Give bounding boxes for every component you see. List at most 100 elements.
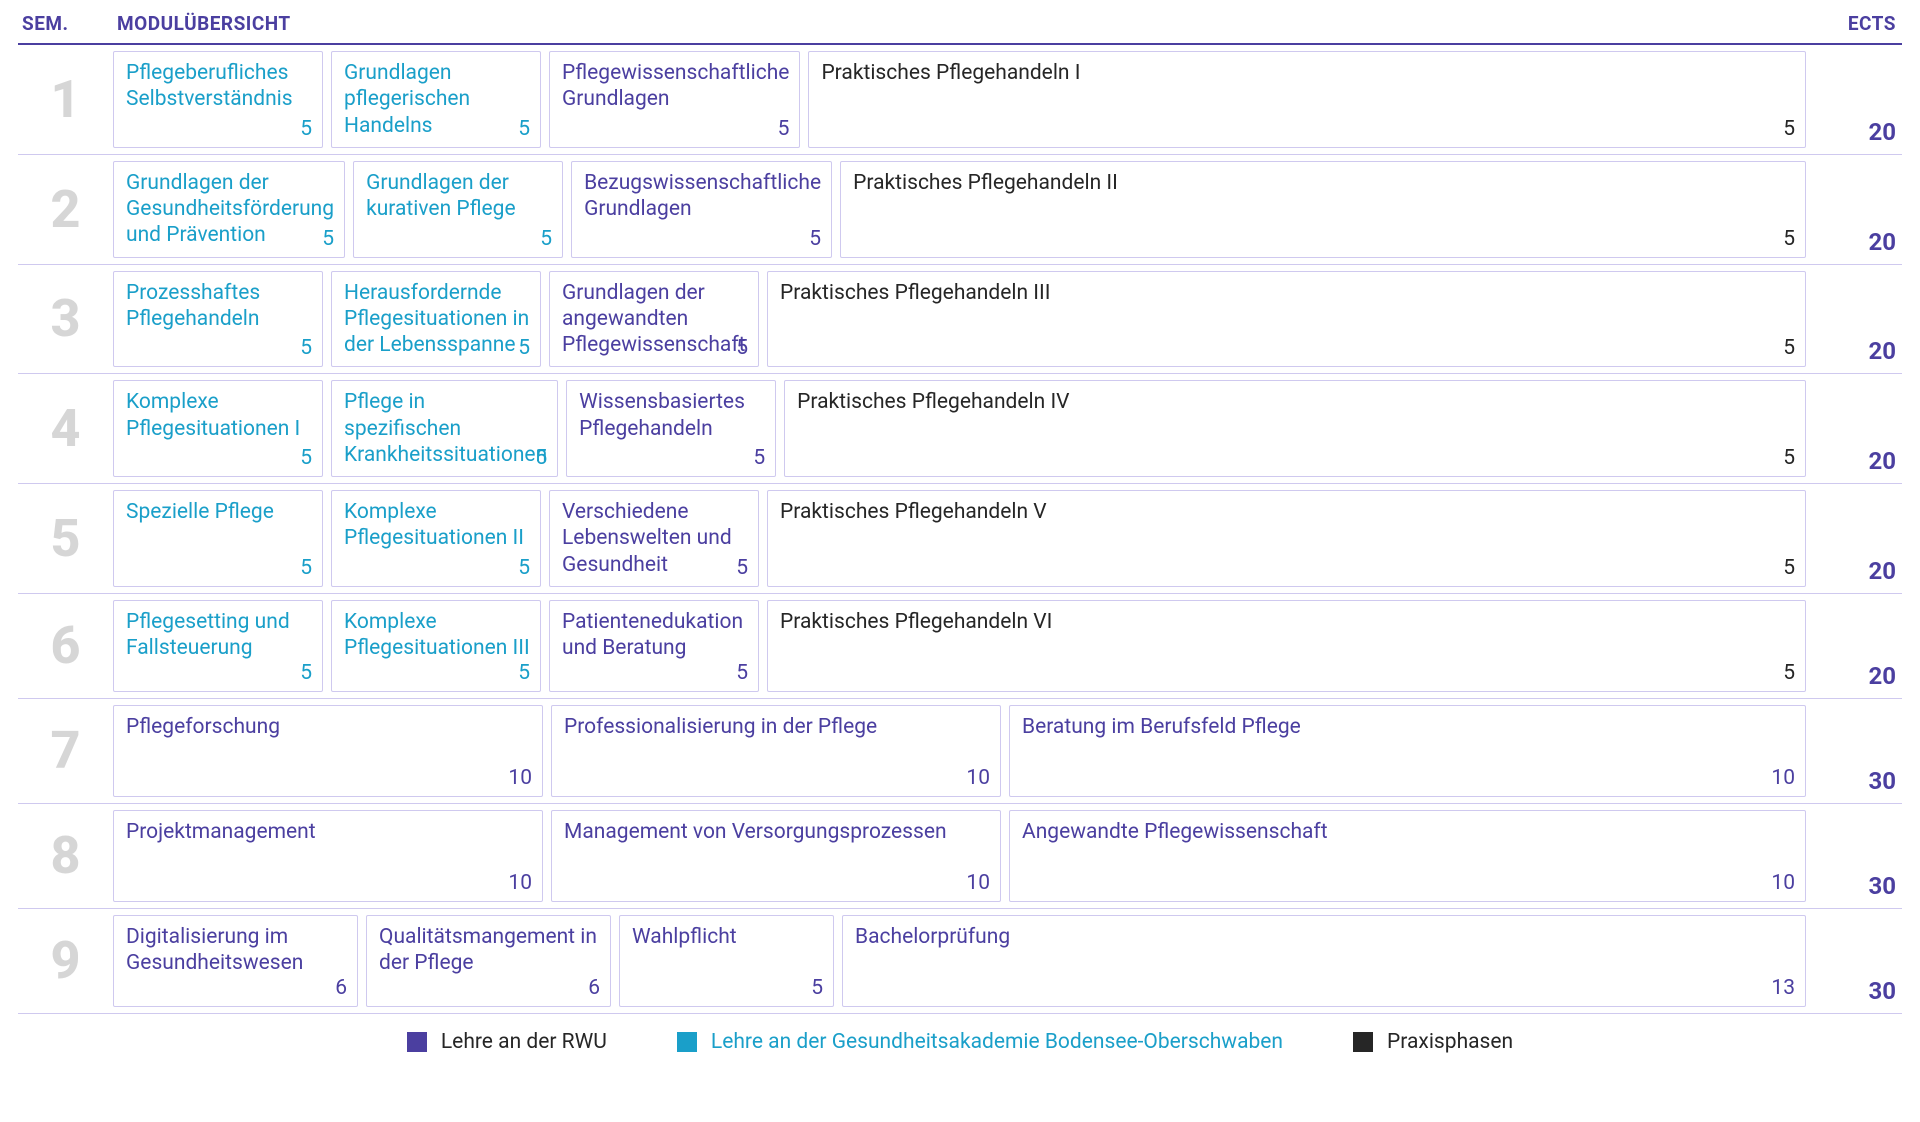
- module-title: Praktisches Pflegehandeln III: [780, 280, 1795, 306]
- legend-swatch: [407, 1032, 427, 1052]
- module-list: Pflegesetting und Fallsteuerung5Komplexe…: [113, 594, 1806, 698]
- module-card: Pflege in spezifischen Krankheitssituati…: [331, 380, 558, 477]
- module-title: Projektmanagement: [126, 819, 532, 845]
- module-title: Bachelorprüfung: [855, 924, 1795, 950]
- legend-swatch: [1353, 1032, 1373, 1052]
- module-title: Praktisches Pflegehandeln II: [853, 170, 1795, 196]
- module-title: Grundlagen der angewandten Pflege­wissen…: [562, 280, 748, 359]
- semester-row: 9Digitalisierung im Gesund­heitswesen 6Qu…: [18, 909, 1902, 1014]
- module-card: Grundlagen der Gesundheitsförderung und …: [113, 161, 345, 258]
- module-credits: 10: [1771, 871, 1795, 895]
- semester-rows: 1Pflegeberufliches Selbstverständnis5Gru…: [18, 45, 1902, 1014]
- semester-ects: 20: [1806, 484, 1902, 593]
- module-credits: 5: [300, 446, 312, 470]
- module-title: Pflege in spezifischen Krankheitssituati…: [344, 389, 547, 468]
- semester-row: 4Komplexe Pflegesituationen I5Pflege in …: [18, 374, 1902, 484]
- module-credits: 5: [811, 976, 823, 1000]
- semester-number: 4: [18, 374, 113, 483]
- module-credits: 5: [736, 661, 748, 685]
- module-card: Patientenedukation und Beratung5: [549, 600, 759, 692]
- module-title: Wissensbasiertes Pflegehandeln: [579, 389, 765, 442]
- module-title: Praktisches Pflegehandeln I: [821, 60, 1795, 86]
- module-title: Management von Versorgungsprozessen: [564, 819, 990, 845]
- module-title: Qualitätsmangement in der Pflege: [379, 924, 600, 977]
- semester-row: 2Grundlagen der Gesundheitsförderung und…: [18, 155, 1902, 265]
- module-card: Komplexe Pflegesituationen II5: [331, 490, 541, 587]
- module-title: Praktisches Pflegehandeln VI: [780, 609, 1795, 635]
- header-title: MODULÜBERSICHT: [117, 12, 1806, 35]
- header-ects: ECTS: [1806, 12, 1902, 35]
- semester-number: 8: [18, 804, 113, 908]
- module-card: Management von Versorgungsprozessen 10: [551, 810, 1001, 902]
- module-card: Pflegeberufliches Selbstverständnis 5: [113, 51, 323, 148]
- module-title: Komplexe Pflegesituationen I: [126, 389, 312, 442]
- semester-ects: 30: [1806, 909, 1902, 1013]
- module-list: Grundlagen der Gesundheitsförderung und …: [113, 155, 1806, 264]
- semester-row: 8Projektmanagement10Management von Verso…: [18, 804, 1902, 909]
- module-title: Patientenedukation und Beratung: [562, 609, 748, 662]
- module-credits: 5: [1783, 227, 1795, 251]
- semester-row: 6Pflegesetting und Fallsteuerung5Komplex…: [18, 594, 1902, 699]
- semester-number: 9: [18, 909, 113, 1013]
- module-credits: 5: [736, 336, 748, 360]
- module-title: Pflegewissenschaftliche Grundlagen: [562, 60, 789, 113]
- module-list: Pflegeforschung10Professionalisierung in…: [113, 699, 1806, 803]
- module-credits: 5: [1783, 446, 1795, 470]
- module-card: Grundlagen der kurativen Pflege5: [353, 161, 563, 258]
- module-credits: 10: [966, 871, 990, 895]
- module-title: Verschiedene Lebenswelten und Gesundheit: [562, 499, 748, 578]
- module-card: Praktisches Pflegehandeln I 5: [808, 51, 1806, 148]
- module-credits: 5: [1783, 117, 1795, 141]
- semester-ects: 20: [1806, 45, 1902, 154]
- module-card: Qualitätsmangement in der Pflege6: [366, 915, 611, 1007]
- module-card: Pflegesetting und Fallsteuerung5: [113, 600, 323, 692]
- module-credits: 10: [508, 766, 532, 790]
- legend: Lehre an der RWULehre an der Gesundheits…: [18, 1014, 1902, 1054]
- module-credits: 5: [518, 117, 530, 141]
- semester-ects: 20: [1806, 155, 1902, 264]
- module-title: Digitalisierung im Gesund­heitswesen: [126, 924, 347, 977]
- module-credits: 5: [1783, 336, 1795, 360]
- module-list: Projektmanagement10Management von Versor…: [113, 804, 1806, 908]
- module-credits: 5: [1783, 556, 1795, 580]
- legend-label: Praxisphasen: [1387, 1030, 1513, 1054]
- module-card: Komplexe Pflegesituationen I 5: [113, 380, 323, 477]
- module-credits: 5: [300, 336, 312, 360]
- module-title: Pflegeberufliches Selbstverständnis: [126, 60, 312, 113]
- semester-number: 2: [18, 155, 113, 264]
- module-card: Bachelorprüfung 13: [842, 915, 1806, 1007]
- module-credits: 10: [1771, 766, 1795, 790]
- module-credits: 5: [778, 117, 790, 141]
- module-title: Komplexe Pflegesituationen II: [344, 499, 530, 552]
- semester-number: 6: [18, 594, 113, 698]
- module-credits: 5: [518, 336, 530, 360]
- module-credits: 5: [518, 661, 530, 685]
- module-card: Praktisches Pflegehandeln IV5: [784, 380, 1806, 477]
- semester-row: 5Spezielle Pflege5Komplexe Pflegesituati…: [18, 484, 1902, 594]
- module-credits: 5: [300, 661, 312, 685]
- semester-number: 1: [18, 45, 113, 154]
- semester-ects: 30: [1806, 804, 1902, 908]
- module-card: Projektmanagement10: [113, 810, 543, 902]
- semester-ects: 30: [1806, 699, 1902, 803]
- module-credits: 5: [322, 227, 334, 251]
- module-credits: 6: [588, 976, 600, 1000]
- module-card: Wissensbasiertes Pflegehandeln 5: [566, 380, 776, 477]
- semester-ects: 20: [1806, 374, 1902, 483]
- module-credits: 5: [809, 227, 821, 251]
- module-credits: 5: [300, 117, 312, 141]
- semester-row: 7Pflegeforschung10Professionalisierung i…: [18, 699, 1902, 804]
- module-card: Professionalisierung in der Pflege10: [551, 705, 1001, 797]
- semester-row: 1Pflegeberufliches Selbstverständnis5Gru…: [18, 45, 1902, 155]
- module-credits: 5: [753, 446, 765, 470]
- module-card: Prozesshaftes Pflegehandeln5: [113, 271, 323, 368]
- module-credits: 13: [1771, 976, 1795, 1000]
- module-card: Praktisches Pflegehandeln VI5: [767, 600, 1806, 692]
- legend-label: Lehre an der Gesundheitsakademie Bodense…: [711, 1030, 1283, 1054]
- module-credits: 5: [535, 446, 547, 470]
- module-list: Prozesshaftes Pflegehandeln5Herausforder…: [113, 265, 1806, 374]
- legend-item: Praxisphasen: [1353, 1030, 1513, 1054]
- module-credits: 10: [966, 766, 990, 790]
- module-title: Pflegeforschung: [126, 714, 532, 740]
- module-card: Praktisches Pflegehandeln II 5: [840, 161, 1806, 258]
